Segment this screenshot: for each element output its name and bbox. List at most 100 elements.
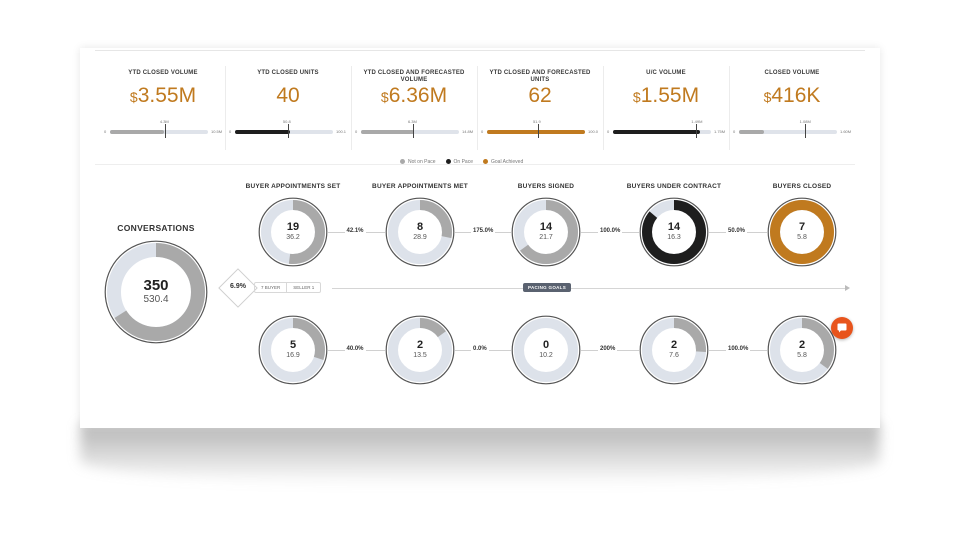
pacing-goals-badge: PACING GOALS [523,283,572,292]
chat-bubble-icon [837,323,847,333]
goal-marker [696,124,698,138]
stage-title: BUYER APPOINTMENTS MET [372,183,468,190]
ring-value: 8 [416,221,424,233]
buyer-stage-ring[interactable]: 14 16.3 [639,197,709,267]
kpi-amount: 1.55M [640,84,700,107]
kpi-card[interactable]: YTD CLOSED AND FORECASTED VOLUME $6.36M [355,70,473,109]
kpi-separator [729,66,730,150]
split-tab-seller[interactable]: SELLER 1 [286,283,320,292]
bar-fill [235,130,290,134]
kpi-title: CLOSED VOLUME [764,70,820,76]
stage-title: BUYER APPOINTMENTS SET [245,183,341,190]
stage-title: BUYERS CLOSED [772,183,832,190]
ring-goal: 16.3 [667,234,681,241]
ring-goal: 36.2 [286,234,300,241]
buyer-seller-split: 7 BUYER SELLER 1 [254,282,322,293]
goal-label: 50.8 [282,119,291,124]
conversion-rate: 40.0% [344,346,366,352]
bar-fill [361,130,414,134]
buyer-stage-ring[interactable]: 7 5.8 [767,197,837,267]
ring-progress-arc [642,200,706,264]
progress-ring-svg [385,197,455,267]
conversion-rate: 100.0% [598,228,623,234]
progress-ring-svg [767,197,837,267]
pacing-line [332,288,847,289]
conversations-ring-chart[interactable]: 350 530.4 [104,240,208,344]
conversion-rate: 50.0% [726,228,748,234]
kpi-currency: $ [129,89,138,105]
goal-label: 51.9 [532,119,541,124]
legend-item-goal-achieved: Goal Achieved [483,159,523,165]
kpi-separator [477,66,478,150]
kpi-amount: 40 [276,84,300,107]
seller-stage-ring[interactable]: 2 13.5 [385,315,455,385]
kpi-progress-bar: 1.08M 0 1.60M [733,119,851,138]
bar-fill [613,130,701,134]
kpi-currency: $ [763,89,772,105]
bar-min-label: 0 [229,129,232,134]
ring-goal: 21.7 [539,234,553,241]
split-tab-buyer[interactable]: 7 BUYER [261,285,281,290]
kpi-card[interactable]: CLOSED VOLUME $416K [733,70,851,109]
goal-label: 6.3M [407,119,417,124]
kpi-card[interactable]: YTD CLOSED UNITS 40 [229,70,347,109]
kpi-amount: 62 [528,84,552,107]
bar-min-label: 0 [733,129,736,134]
ring-value: 350 [143,277,169,294]
bar-fill [487,130,585,134]
legend-label: Goal Achieved [491,159,524,165]
kpi-progress-bar: 50.8 0 100.1 [229,119,346,138]
top-divider [95,50,865,51]
seller-stage-ring[interactable]: 2 7.6 [639,315,709,385]
ring-goal: 5.8 [797,234,807,241]
buyer-stage-ring[interactable]: 19 36.2 [258,197,328,267]
conversion-rate: 200% [598,346,618,352]
ring-progress-arc [642,318,706,382]
bar-max-label: 1.75M [714,129,726,134]
progress-ring-svg [511,197,581,267]
legend-item-not-on-pace: Not on Pace [400,159,436,165]
buyer-stage-ring[interactable]: 14 21.7 [511,197,581,267]
kpi-value: $6.36M [355,84,473,109]
ring-value: 2 [670,339,678,351]
kpi-card[interactable]: YTD CLOSED AND FORECASTED UNITS 62 [481,70,599,109]
bar-max-label: 1.60M [840,129,852,134]
goal-marker [164,124,166,138]
kpi-title: YTD CLOSED AND FORECASTED VOLUME [363,70,465,83]
kpi-currency: $ [632,89,641,105]
buyer-stage-ring[interactable]: 8 28.9 [385,197,455,267]
goal-marker [804,124,806,138]
seller-stage-ring[interactable]: 0 10.2 [511,315,581,385]
kpi-value: 40 [229,84,347,109]
seller-stage-ring[interactable]: 2 5.8 [767,315,837,385]
ring-goal: 530.4 [143,294,169,305]
pacing-arrow-icon [845,285,850,291]
ring-goal: 16.9 [286,352,300,359]
bar-min-label: 0 [607,129,610,134]
chat-button[interactable] [831,317,853,339]
seller-stage-ring[interactable]: 5 16.9 [258,315,328,385]
ring-value: 14 [539,221,553,233]
ring-goal: 7.6 [669,352,679,359]
kpi-separator [351,66,352,150]
ring-value: 7 [798,221,806,233]
kpi-currency: $ [380,89,389,105]
goal-label: 1.49M [691,119,703,124]
kpi-title: U/C VOLUME [646,70,686,76]
kpi-card[interactable]: YTD CLOSED VOLUME $3.55M [104,70,222,109]
stage-title: BUYERS UNDER CONTRACT [626,183,722,190]
ring-goal: 28.9 [413,234,427,241]
conversion-rate: 100.0% [726,346,751,352]
kpi-amount: 416K [771,84,821,107]
conversion-rate: 175.0% [471,228,496,234]
ring-value: 5 [289,339,297,351]
ring-goal: 10.2 [539,352,553,359]
ring-value: 14 [667,221,681,233]
goal-label: 4.3M [159,119,169,124]
section-divider [95,164,855,165]
kpi-card[interactable]: U/C VOLUME $1.55M [607,70,725,109]
conversion-rate: 42.1% [344,228,366,234]
bar-track [739,130,837,134]
kpi-separator [225,66,226,150]
ring-progress-arc [770,318,834,382]
